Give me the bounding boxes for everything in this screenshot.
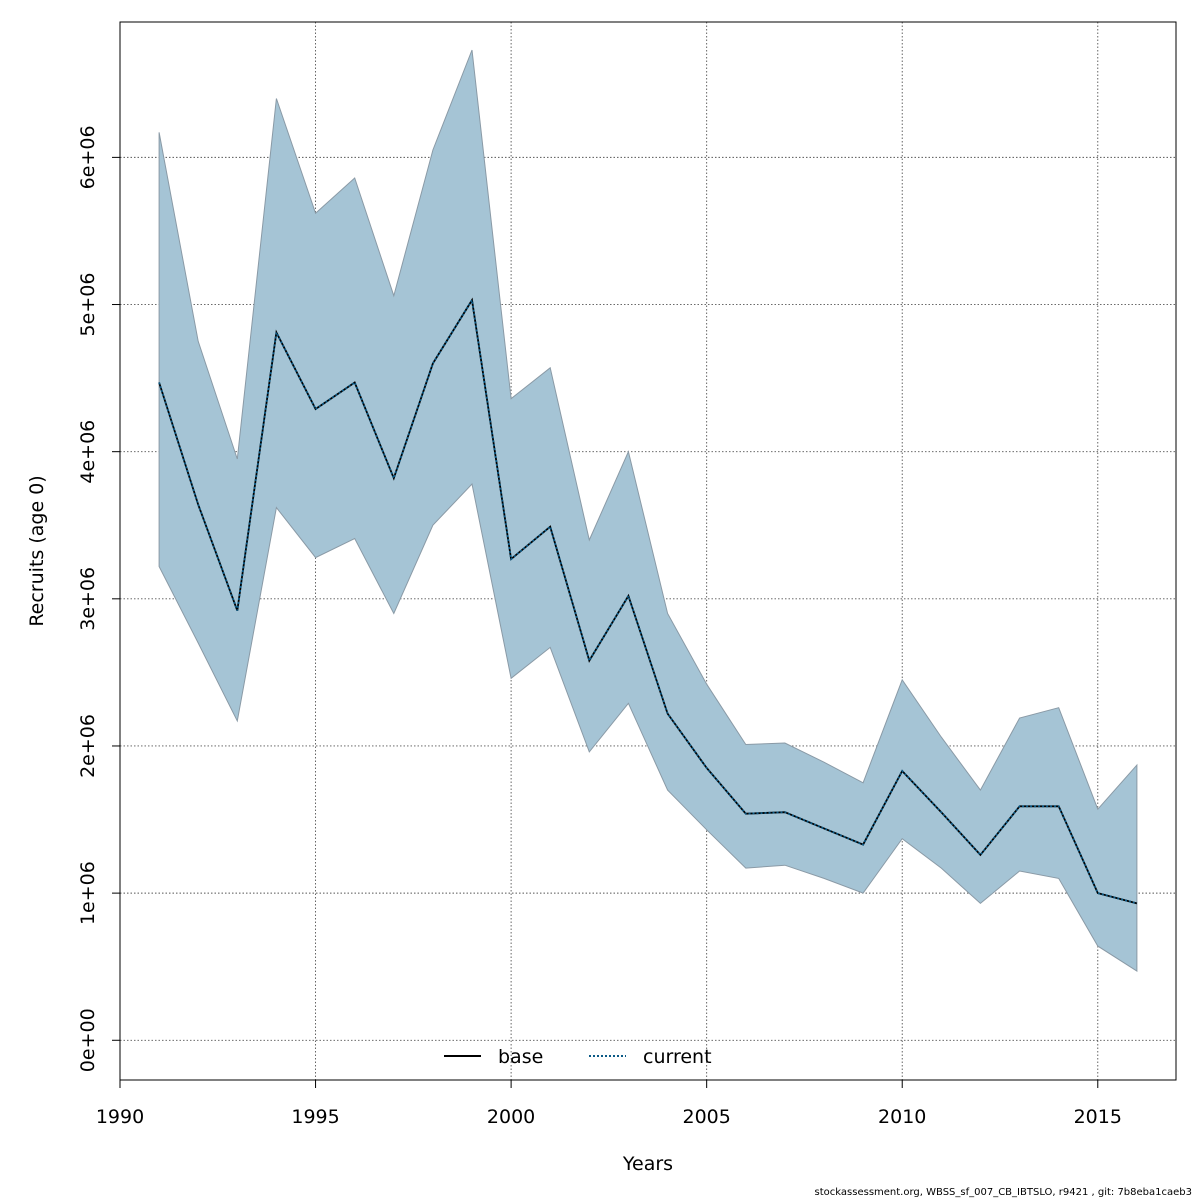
- x-tick-label: 2005: [682, 1106, 730, 1128]
- y-tick-label: 6e+06: [77, 125, 99, 189]
- legend-label-base: base: [498, 1046, 543, 1068]
- y-tick-label: 2e+06: [77, 714, 99, 778]
- footer-note: stockassessment.org, WBSS_sf_007_CB_IBTS…: [814, 1187, 1192, 1198]
- legend-label-current: current: [643, 1046, 712, 1068]
- y-tick-label: 3e+06: [77, 567, 99, 631]
- y-tick-label: 0e+00: [77, 1008, 99, 1072]
- x-tick-label: 2000: [487, 1106, 535, 1128]
- confidence-band: [158, 49, 1138, 973]
- y-axis: 0e+00 1e+06 2e+06 3e+06 4e+06 5e+06 6e+06: [77, 125, 121, 1072]
- x-axis: 1990 1995 2000 2005 2010 2015: [96, 1079, 1122, 1128]
- y-axis-title: Recruits (age 0): [26, 475, 48, 626]
- y-tick-label: 5e+06: [77, 273, 99, 337]
- legend: base current: [444, 1046, 712, 1068]
- x-tick-label: 1995: [291, 1106, 339, 1128]
- x-tick-label: 2015: [1074, 1106, 1122, 1128]
- x-tick-label: 1990: [96, 1106, 144, 1128]
- y-tick-label: 1e+06: [77, 861, 99, 925]
- x-tick-label: 2010: [878, 1106, 926, 1128]
- series-line-current: [158, 297, 1138, 905]
- x-axis-title: Years: [622, 1153, 673, 1175]
- series-lines: [158, 297, 1138, 905]
- y-tick-label: 4e+06: [77, 420, 99, 484]
